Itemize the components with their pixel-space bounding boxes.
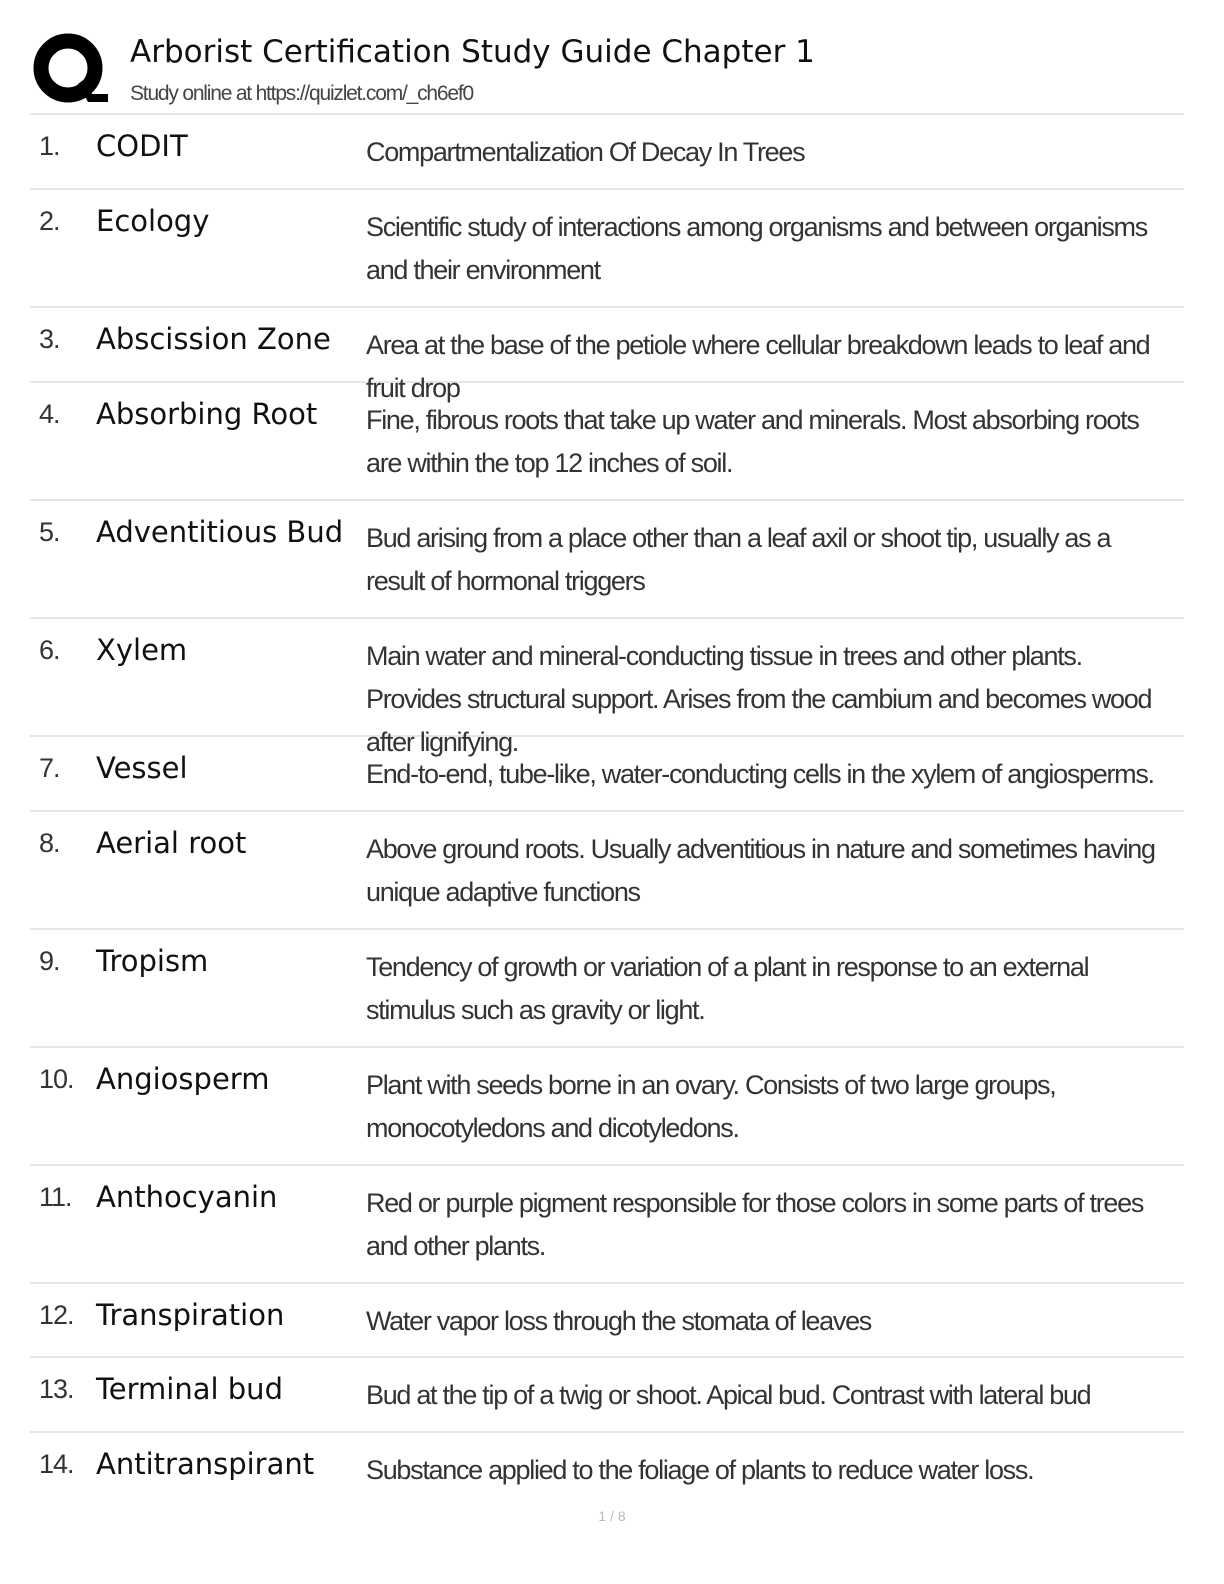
- card-number: 5.: [39, 517, 61, 547]
- card-row: 13. Terminal bud Bud at the tip of a twi…: [30, 1358, 1184, 1433]
- card-definition: Water vapor loss through the stomata of …: [366, 1306, 872, 1336]
- card-term: Vessel: [96, 751, 188, 785]
- card-term: Ecology: [96, 204, 210, 238]
- card-number: 7.: [39, 753, 61, 783]
- card-number: 8.: [39, 828, 61, 858]
- quizlet-logo-icon: [33, 33, 108, 103]
- page-title: Arborist Certification Study Guide Chapt…: [130, 34, 815, 70]
- card-row: 9. Tropism Tendency of growth or variati…: [30, 930, 1184, 1048]
- card-term: Abscission Zone: [96, 322, 331, 356]
- card-definition: Fine, fibrous roots that take up water a…: [366, 405, 1140, 478]
- card-number: 13.: [39, 1374, 75, 1404]
- card-row: 10. Angiosperm Plant with seeds borne in…: [30, 1048, 1184, 1166]
- card-row: 4. Absorbing Root Fine, fibrous roots th…: [30, 383, 1184, 501]
- card-term: Antitranspirant: [96, 1447, 315, 1481]
- card-definition: Scientific study of interactions among o…: [366, 212, 1148, 285]
- study-online-link[interactable]: Study online at https://quizlet.com/_ch6…: [130, 82, 474, 105]
- card-definition: Compartmentalization Of Decay In Trees: [366, 137, 806, 167]
- card-number: 4.: [39, 399, 61, 429]
- card-number: 1.: [39, 131, 61, 161]
- card-row: 12. Transpiration Water vapor loss throu…: [30, 1284, 1184, 1358]
- card-term: Transpiration: [96, 1298, 285, 1332]
- card-number: 14.: [39, 1449, 75, 1479]
- flashcard-list: 1. CODIT Compartmentalization Of Decay I…: [30, 113, 1184, 1509]
- card-definition: Area at the base of the petiole where ce…: [366, 330, 1151, 403]
- card-number: 6.: [39, 635, 61, 665]
- page-number: 1 / 8: [598, 1508, 626, 1524]
- card-definition: Bud arising from a place other than a le…: [366, 523, 1112, 596]
- card-definition: Tendency of growth or variation of a pla…: [366, 952, 1090, 1025]
- card-number: 10.: [39, 1064, 75, 1094]
- card-term: Terminal bud: [96, 1372, 283, 1406]
- card-term: Anthocyanin: [96, 1180, 278, 1214]
- header: Arborist Certification Study Guide Chapt…: [30, 28, 1184, 114]
- card-row: 11. Anthocyanin Red or purple pigment re…: [30, 1166, 1184, 1284]
- card-definition: Above ground roots. Usually adventitious…: [366, 834, 1156, 907]
- card-number: 11.: [39, 1182, 73, 1212]
- card-row: 3. Abscission Zone Area at the base of t…: [30, 308, 1184, 403]
- card-row: 6. Xylem Main water and mineral-conducti…: [30, 619, 1184, 757]
- card-number: 3.: [39, 324, 61, 354]
- card-term: Aerial root: [96, 826, 247, 860]
- card-row: 2. Ecology Scientific study of interacti…: [30, 190, 1184, 308]
- card-row: 14. Antitranspirant Substance applied to…: [30, 1433, 1184, 1509]
- card-row: 8. Aerial root Above ground roots. Usual…: [30, 812, 1184, 930]
- card-definition: End-to-end, tube-like, water-conducting …: [366, 759, 1155, 789]
- card-number: 2.: [39, 206, 61, 236]
- card-number: 9.: [39, 946, 61, 976]
- card-term: Tropism: [96, 944, 209, 978]
- card-term: CODIT: [96, 129, 188, 163]
- card-definition: Main water and mineral-conducting tissue…: [366, 641, 1153, 757]
- card-number: 12.: [39, 1300, 75, 1330]
- card-row: 1. CODIT Compartmentalization Of Decay I…: [30, 115, 1184, 190]
- card-term: Angiosperm: [96, 1062, 270, 1096]
- card-term: Xylem: [96, 633, 188, 667]
- card-row: 7. Vessel End-to-end, tube-like, water-c…: [30, 737, 1184, 812]
- card-definition: Red or purple pigment responsible for th…: [366, 1188, 1144, 1261]
- card-definition: Plant with seeds borne in an ovary. Cons…: [366, 1070, 1057, 1143]
- card-definition: Bud at the tip of a twig or shoot. Apica…: [366, 1380, 1092, 1410]
- card-definition: Substance applied to the foliage of plan…: [366, 1455, 1035, 1485]
- card-term: Adventitious Bud: [96, 515, 344, 549]
- card-term: Absorbing Root: [96, 397, 318, 431]
- card-row: 5. Adventitious Bud Bud arising from a p…: [30, 501, 1184, 619]
